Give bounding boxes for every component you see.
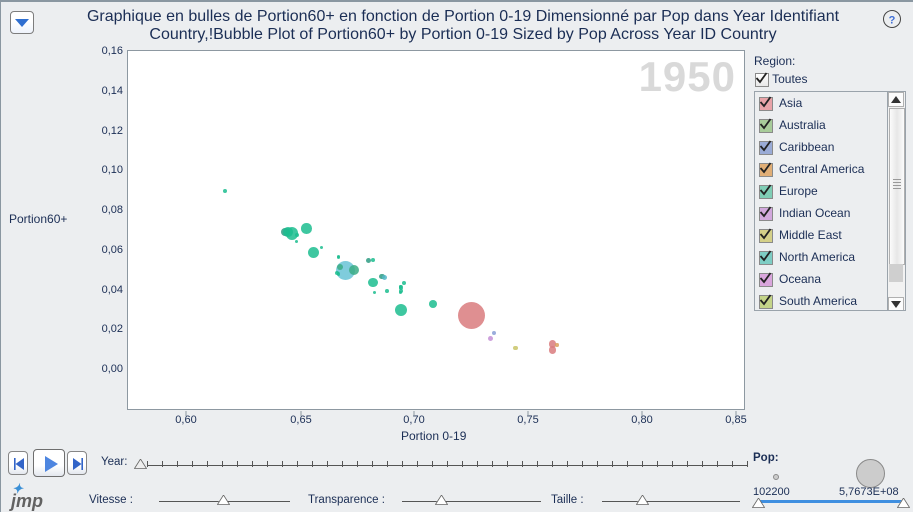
- svg-text:?: ?: [889, 15, 896, 27]
